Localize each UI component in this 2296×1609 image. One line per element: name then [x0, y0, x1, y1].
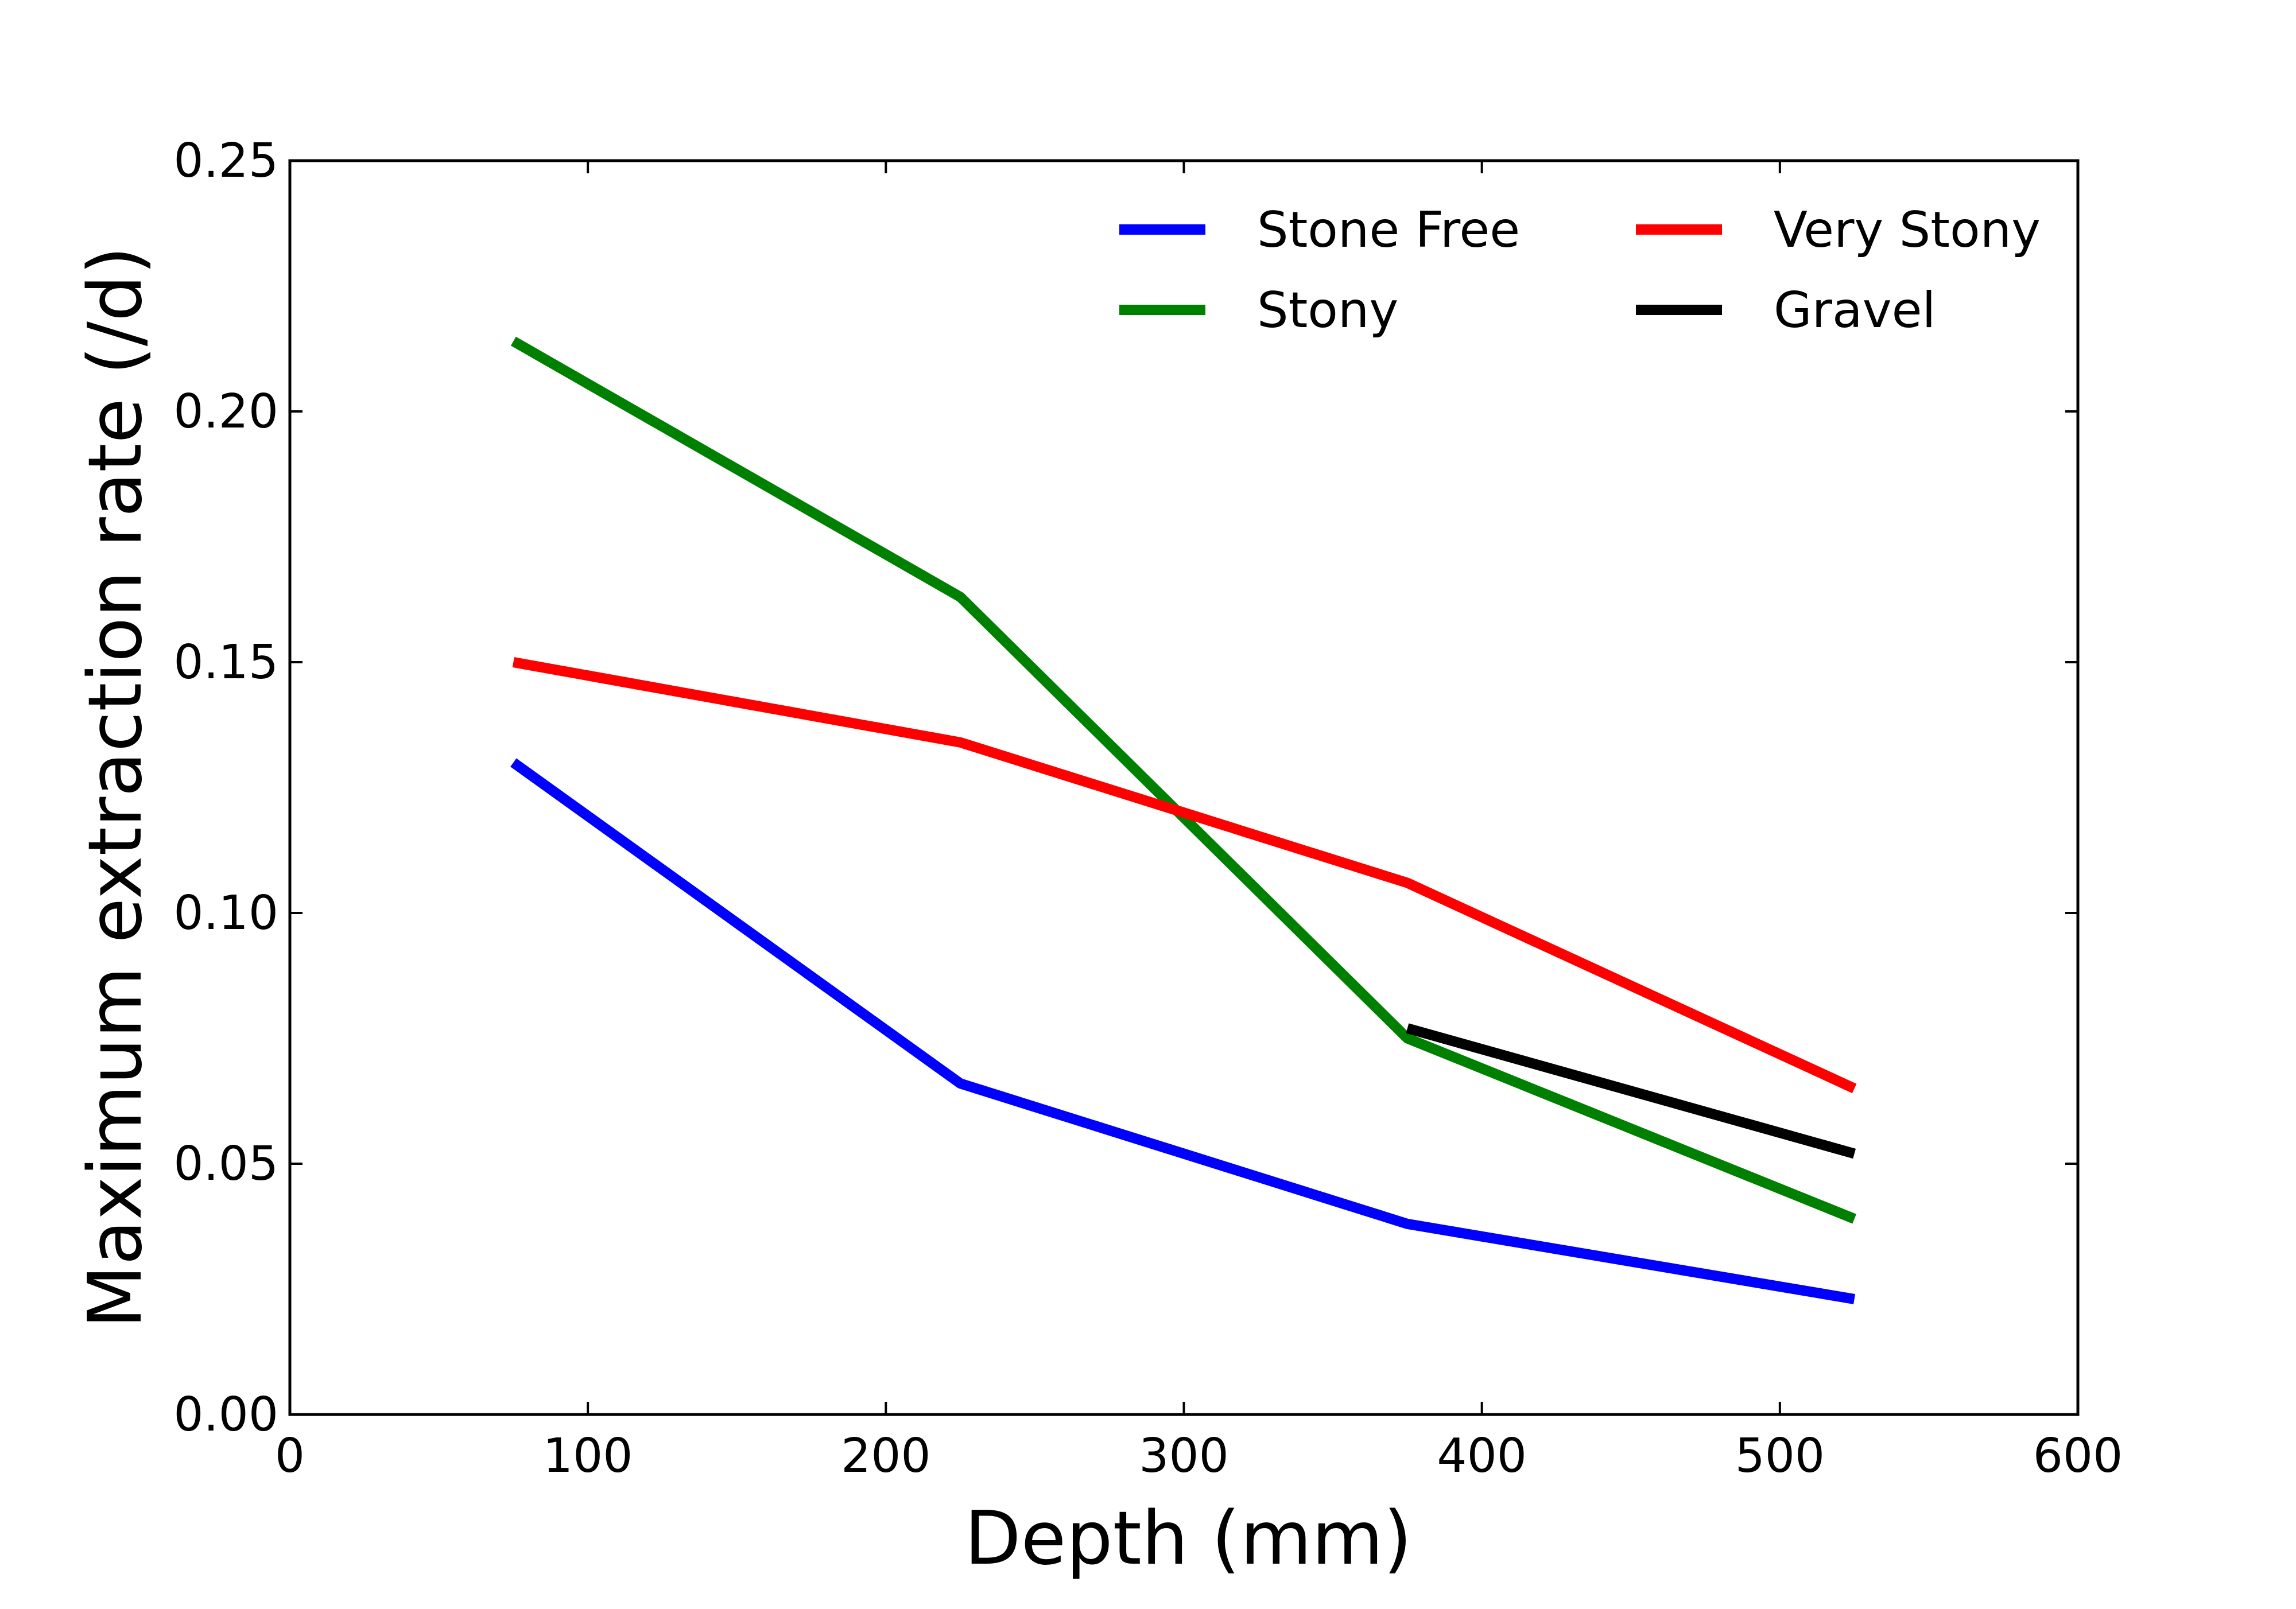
x-tick-label: 500: [1735, 1429, 1825, 1483]
series-line-stone-free: [510, 758, 1856, 1304]
y-tick-label: 0.05: [173, 1137, 278, 1191]
series-line-gravel: [1406, 1023, 1856, 1159]
y-axis-title: Maximum extraction rate (/d): [73, 246, 158, 1328]
plot-area: [510, 336, 1857, 1304]
legend-label-stony: Stony: [1257, 282, 1398, 339]
legend-label-stone-free: Stone Free: [1257, 201, 1520, 259]
plot-frame: [288, 159, 2080, 1416]
legend-label-gravel: Gravel: [1774, 282, 1936, 339]
y-tick-label: 0.25: [173, 134, 278, 188]
y-tick-label: 0.15: [173, 635, 278, 690]
legend: Stone Free Stony Very Stony Gravel: [1119, 201, 2041, 339]
y-tick-label: 0.10: [173, 886, 278, 940]
x-axis-title: Depth (mm): [964, 1496, 1412, 1581]
y-tick-label: 0.00: [173, 1388, 278, 1442]
x-tick-label: 100: [543, 1429, 633, 1483]
x-tick-label: 400: [1437, 1429, 1527, 1483]
x-tick-label: 0: [275, 1429, 305, 1483]
axes: 0 100 200 300 400 500 600 0.00 0.05 0.10 0.15 0.20 0…: [173, 134, 2123, 1483]
legend-label-very-stony: Very Stony: [1774, 201, 2041, 259]
x-tick-label: 300: [1139, 1429, 1229, 1483]
series-line-very-stony: [512, 657, 1857, 1094]
x-tick-label: 600: [2033, 1429, 2123, 1483]
series-line-stony: [510, 336, 1856, 1224]
y-tick-label: 0.20: [173, 384, 278, 439]
x-tick-label: 200: [841, 1429, 931, 1483]
